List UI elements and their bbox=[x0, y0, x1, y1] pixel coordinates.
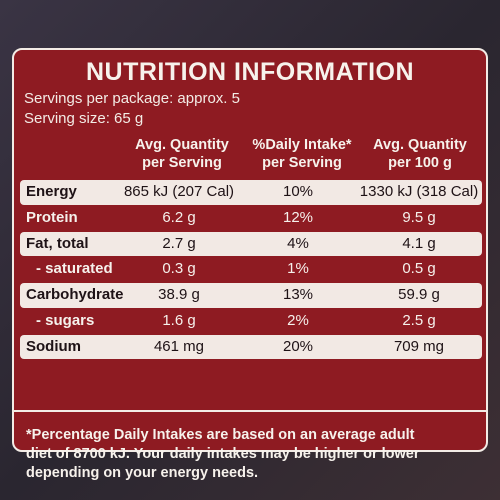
cell-per-100g: 1330 kJ (318 Cal) bbox=[359, 183, 479, 200]
cell-daily-intake: 10% bbox=[282, 183, 314, 200]
cell-per-100g: 0.5 g bbox=[402, 260, 436, 278]
cell-per-serving: 0.3 g bbox=[162, 260, 196, 278]
column-header-per-100g: Avg. Quantity per 100 g bbox=[360, 136, 480, 172]
cell-per-serving: 865 kJ (207 Cal) bbox=[123, 183, 235, 200]
cell-per-serving: 2.7 g bbox=[162, 234, 196, 252]
serving-size: Serving size: 65 g bbox=[24, 110, 144, 127]
cell-per-serving: 38.9 g bbox=[158, 286, 200, 304]
footnote: *Percentage Daily Intakes are based on a… bbox=[26, 426, 482, 483]
column-header-line: per 100 g bbox=[388, 155, 452, 171]
table-row-saturated: - saturated 0.3 g 1% 0.5 g bbox=[20, 257, 482, 282]
column-header-per-serving: Avg. Quantity per Serving bbox=[122, 136, 242, 172]
cell-per-100g: 709 mg bbox=[393, 337, 445, 355]
nutrition-table: Energy 865 kJ (207 Cal) 10% 1330 kJ (318… bbox=[20, 180, 482, 361]
cell-per-100g: 9.5 g bbox=[402, 208, 436, 226]
row-label: - sugars bbox=[36, 311, 95, 329]
cell-per-100g: 2.5 g bbox=[402, 311, 436, 329]
column-header-line: Avg. Quantity bbox=[373, 137, 467, 153]
footnote-line: *Percentage Daily Intakes are based on a… bbox=[26, 427, 415, 443]
footnote-divider bbox=[14, 410, 486, 412]
cell-per-serving: 1.6 g bbox=[162, 311, 196, 329]
column-header-daily-intake: %Daily Intake* per Serving bbox=[242, 136, 362, 172]
servings-per-package: Servings per package: approx. 5 bbox=[24, 90, 240, 107]
row-label: Sodium bbox=[26, 337, 81, 355]
table-row-sodium: Sodium 461 mg 20% 709 mg bbox=[20, 334, 482, 360]
footnote-line: depending on your energy needs. bbox=[26, 465, 259, 481]
cell-daily-intake: 2% bbox=[287, 311, 309, 329]
table-row-energy: Energy 865 kJ (207 Cal) 10% 1330 kJ (318… bbox=[20, 180, 482, 205]
cell-per-100g: 59.9 g bbox=[398, 286, 440, 304]
row-label: Energy bbox=[26, 183, 77, 200]
table-row-protein: Protein 6.2 g 12% 9.5 g bbox=[20, 206, 482, 231]
table-row-fat-total: Fat, total 2.7 g 4% 4.1 g bbox=[20, 231, 482, 257]
cell-daily-intake: 13% bbox=[282, 286, 314, 304]
column-header-line: per Serving bbox=[142, 155, 222, 171]
column-header-line: Avg. Quantity bbox=[135, 137, 229, 153]
column-header-line: %Daily Intake* bbox=[252, 137, 352, 153]
cell-per-100g: 4.1 g bbox=[402, 234, 436, 252]
panel-title: NUTRITION INFORMATION bbox=[85, 58, 415, 86]
cell-daily-intake: 20% bbox=[282, 337, 314, 355]
cell-daily-intake: 4% bbox=[287, 234, 309, 252]
nutrition-information-panel: NUTRITION INFORMATION Servings per packa… bbox=[12, 48, 488, 481]
row-label: Carbohydrate bbox=[26, 286, 124, 304]
row-label: Protein bbox=[26, 208, 78, 226]
cell-per-serving: 6.2 g bbox=[162, 208, 196, 226]
cell-daily-intake: 1% bbox=[287, 260, 309, 278]
column-header-line: per Serving bbox=[262, 155, 342, 171]
table-row-sugars: - sugars 1.6 g 2% 2.5 g bbox=[20, 309, 482, 334]
footnote-line: diet of 8700 kJ. Your daily intakes may … bbox=[26, 446, 420, 462]
row-label: Fat, total bbox=[26, 234, 89, 252]
cell-daily-intake: 12% bbox=[282, 208, 314, 226]
row-label: - saturated bbox=[36, 260, 113, 278]
table-row-carbohydrate: Carbohydrate 38.9 g 13% 59.9 g bbox=[20, 283, 482, 308]
cell-per-serving: 461 mg bbox=[153, 337, 205, 355]
